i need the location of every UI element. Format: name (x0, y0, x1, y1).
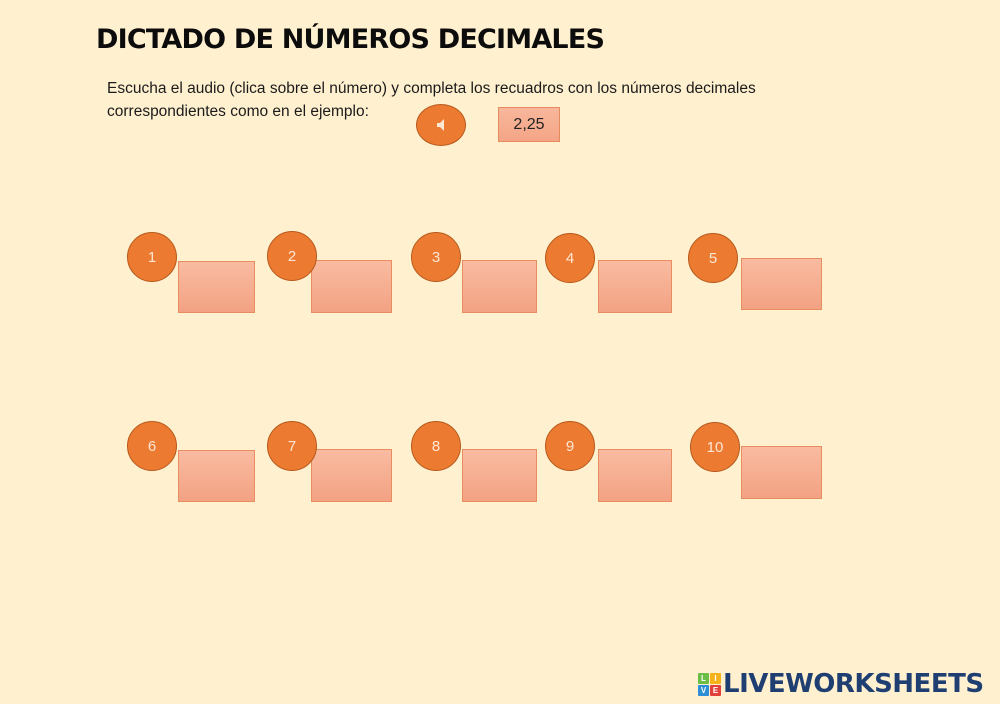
logo-text: LIVEWORKSHEETS (723, 669, 984, 699)
logo-tile-e: E (710, 684, 721, 696)
answer-input-7[interactable] (311, 449, 392, 502)
answer-input-1[interactable] (178, 261, 255, 313)
logo-tile-i: I (710, 672, 721, 684)
logo-tile-l: L (698, 672, 709, 684)
answer-input-6[interactable] (178, 450, 255, 502)
audio-button-2[interactable]: 2 (267, 231, 317, 281)
answer-input-5[interactable] (741, 258, 822, 310)
page-title: DICTADO DE NÚMEROS DECIMALES (96, 24, 605, 55)
liveworksheets-logo: L I V E LIVEWORKSHEETS (698, 669, 984, 699)
answer-input-2[interactable] (311, 260, 392, 313)
answer-input-4[interactable] (598, 260, 672, 313)
audio-button-9[interactable]: 9 (545, 421, 595, 471)
audio-button-6[interactable]: 6 (127, 421, 177, 471)
audio-button-8[interactable]: 8 (411, 421, 461, 471)
audio-button-10[interactable]: 10 (690, 422, 740, 472)
audio-button-3[interactable]: 3 (411, 232, 461, 282)
instructions-text: Escucha el audio (clica sobre el número)… (107, 80, 756, 120)
audio-button-1[interactable]: 1 (127, 232, 177, 282)
answer-input-9[interactable] (598, 449, 672, 502)
logo-tile-v: V (698, 684, 709, 696)
answer-input-3[interactable] (462, 260, 537, 313)
answer-input-10[interactable] (741, 446, 822, 499)
speaker-icon (437, 119, 444, 131)
audio-button-5[interactable]: 5 (688, 233, 738, 283)
answer-input-8[interactable] (462, 449, 537, 502)
audio-button-7[interactable]: 7 (267, 421, 317, 471)
example-answer-box: 2,25 (498, 107, 560, 142)
audio-button-4[interactable]: 4 (545, 233, 595, 283)
logo-tiles-icon: L I V E (698, 672, 721, 696)
example-audio-button[interactable] (416, 104, 466, 146)
